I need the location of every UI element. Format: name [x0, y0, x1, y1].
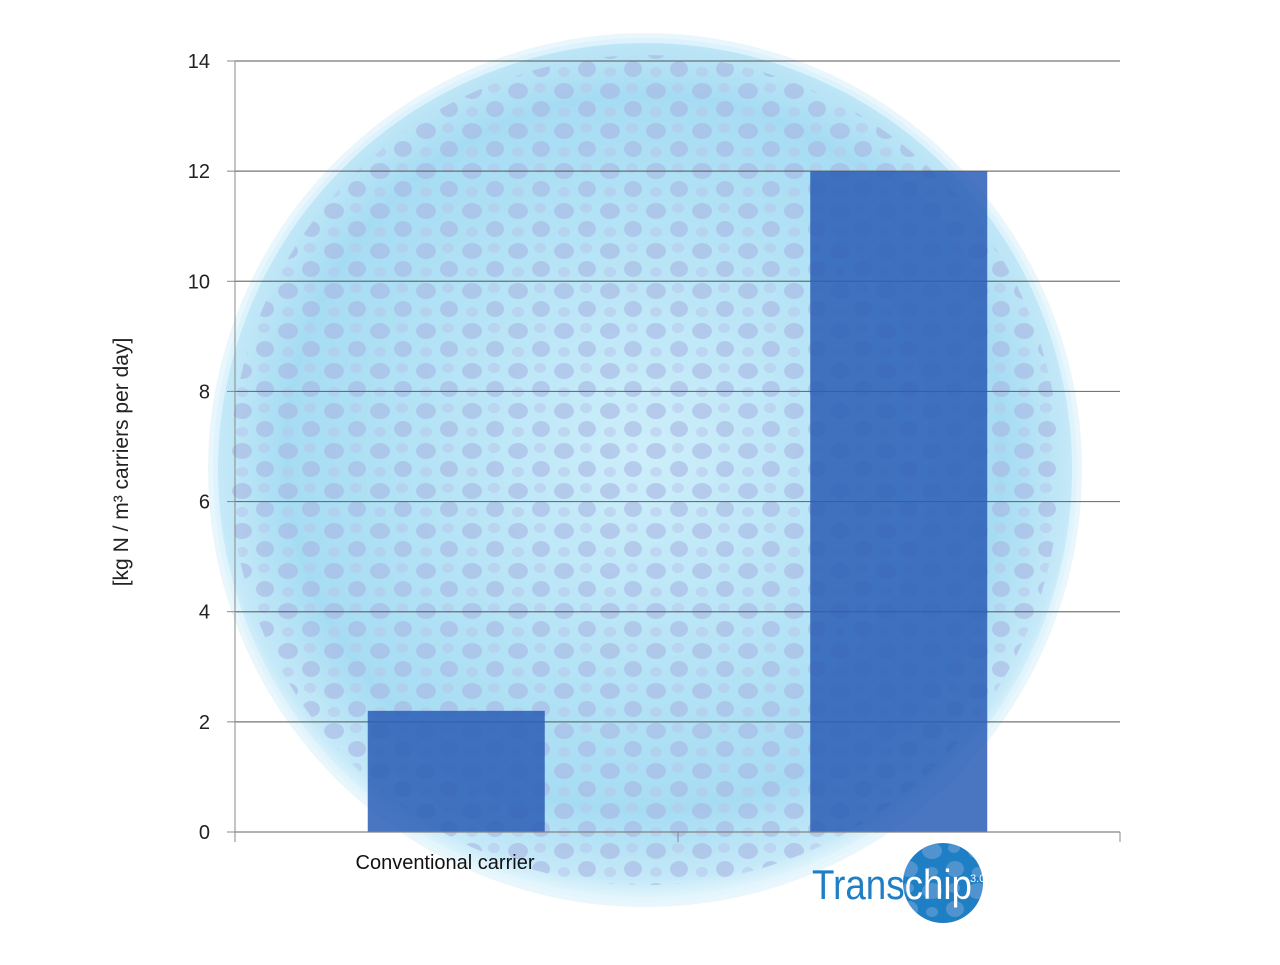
y-tick-label: 2	[199, 712, 210, 734]
y-tick-label: 10	[188, 271, 210, 293]
y-tick-label: 8	[199, 381, 210, 403]
y-tick-label: 14	[188, 51, 210, 73]
logo-version: 3.0	[970, 873, 985, 885]
y-tick-label: 4	[199, 602, 210, 624]
x-tick-label: Conventional carrier	[356, 852, 535, 874]
bar	[810, 171, 988, 833]
y-axis-label: [kg N / m³ carriers per day]	[110, 338, 133, 587]
logo-text: Transchip	[812, 861, 972, 908]
y-tick-label: 6	[199, 492, 210, 514]
logo-text: Transchip	[812, 861, 972, 908]
bar	[367, 710, 545, 832]
y-tick-label: 12	[188, 161, 210, 183]
bars	[367, 171, 988, 833]
y-tick-label: 0	[199, 822, 210, 844]
logo-badge-texture	[903, 843, 983, 923]
